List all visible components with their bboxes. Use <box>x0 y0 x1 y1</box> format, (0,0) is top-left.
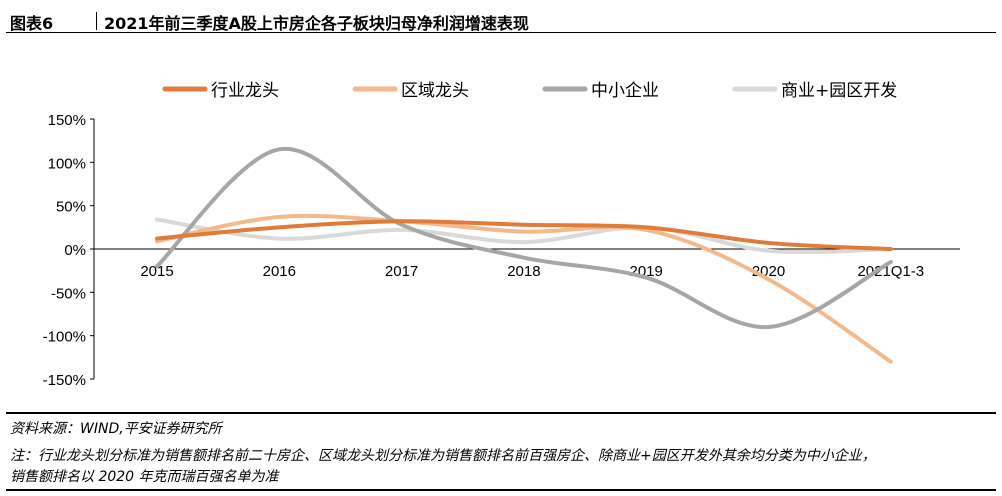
legend-label: 中小企业 <box>591 81 659 101</box>
divider <box>6 489 996 491</box>
y-tick-label: -50% <box>51 285 86 302</box>
y-tick-label: 150% <box>48 112 86 129</box>
y-tick-label: 100% <box>48 155 86 172</box>
x-tick-label: 2018 <box>507 263 540 280</box>
figure-header: 图表6 2021年前三季度A股上市房企各子板块归母净利润增速表现 <box>6 6 996 33</box>
legend-label: 行业龙头 <box>211 81 279 101</box>
x-tick-label: 2016 <box>263 263 296 280</box>
line-chart: 行业龙头 区域龙头 中小企业 商业+园区开发 150% 100% 50% 0% -50% -10… <box>43 81 960 389</box>
chart-series <box>155 146 893 364</box>
series-line <box>155 213 893 364</box>
y-tick-label: -100% <box>43 329 86 346</box>
y-tick-label: 50% <box>56 199 86 216</box>
x-tick-label: 2017 <box>385 263 418 280</box>
series-line <box>155 146 893 330</box>
chart-axes: 150% 100% 50% 0% -50% -100% -150% 2015 2016 2017 2… <box>43 112 960 389</box>
series-line <box>155 217 893 255</box>
y-tick-label: 0% <box>64 242 86 259</box>
chart-legend: 行业龙头 区域龙头 中小企业 商业+园区开发 <box>162 81 897 101</box>
legend-label: 商业+园区开发 <box>781 81 897 101</box>
y-tick-label: -150% <box>43 372 86 389</box>
figure-label: 图表6 <box>10 14 54 33</box>
title-separator <box>96 12 97 30</box>
figure-title: 2021年前三季度A股上市房企各子板块归母净利润增速表现 <box>104 14 529 33</box>
divider <box>6 412 996 414</box>
x-tick-label: 2015 <box>140 263 173 280</box>
legend-label: 区域龙头 <box>401 81 469 101</box>
note-text: 注：行业龙头划分标准为销售额排名前二十房企、区域龙头划分标准为销售额排名前百强房… <box>10 446 995 488</box>
source-text: 资料来源：WIND,平安证券研究所 <box>10 421 222 437</box>
series-line <box>155 219 893 251</box>
x-tick-label: 2021Q1-3 <box>857 263 924 280</box>
note-line: 销售额排名以 2020 年克而瑞百强名单为准 <box>10 469 279 485</box>
note-line: 注：行业龙头划分标准为销售额排名前二十房企、区域龙头划分标准为销售额排名前百强房… <box>10 448 876 464</box>
